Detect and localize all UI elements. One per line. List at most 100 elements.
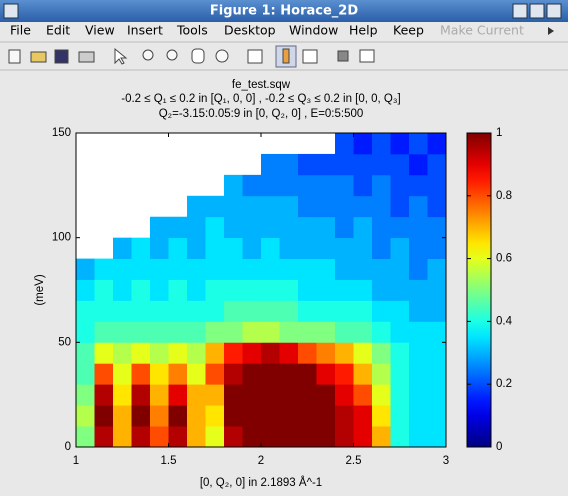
pan-icon[interactable] [191,48,205,64]
print-icon[interactable] [78,51,95,63]
heatmap-cell [353,237,373,259]
heatmap-cell [150,258,169,280]
heatmap-cell [353,321,373,343]
heatmap-cell [242,279,262,301]
heatmap-cell [372,133,391,155]
heatmap-cell [187,405,206,427]
heatmap-cell [94,321,114,343]
heatmap-cell [353,426,373,448]
heatmap-cell [316,321,336,343]
heatmap-cell [205,426,225,448]
heatmap-cell [353,195,373,218]
heatmap-cell [224,237,243,259]
zoom-in-icon[interactable] [142,49,154,61]
show-icon[interactable] [359,49,375,63]
colorbar-tick-label: 0.4 [496,315,513,327]
heatmap-cell [390,405,410,427]
heatmap-cell [150,342,169,364]
chart-title: Q₂=-3.15:0.05:9 in [0, Q₂, 0] , E=0:5:50… [159,108,364,120]
axes: fe_test.sqw -0.2 ≤ Q₁ ≤ 0.2 in [Q₁, 0, 0… [34,79,513,489]
maximize-button[interactable] [529,3,545,19]
arrow-icon[interactable] [114,47,128,65]
heatmap-cell [242,258,262,280]
menu-arrow[interactable] [548,27,554,35]
hide-icon[interactable] [337,50,349,62]
rotate-icon[interactable] [215,49,229,63]
heatmap-cell [261,342,280,364]
save-icon[interactable] [54,49,69,64]
heatmap-cell [372,342,391,364]
heatmap-cell [409,321,428,343]
menu-item[interactable]: Tools [176,23,208,38]
menu-item[interactable]: Window [289,23,338,38]
menu-item[interactable]: File [10,23,31,38]
heatmap-cell [113,258,132,280]
x-tick-label: 1.5 [161,455,177,467]
heatmap-cell [131,258,151,280]
new-icon[interactable] [8,49,21,64]
heatmap-cell [76,321,95,343]
legend-icon[interactable] [302,49,318,64]
open-icon[interactable] [30,51,47,63]
heatmap-cell [224,279,243,301]
close-button[interactable] [546,3,562,19]
heatmap-cell [372,216,391,239]
heatmap-cell [298,300,317,322]
menu-item[interactable]: View [85,23,115,38]
menu-item[interactable]: Help [349,23,378,38]
heatmap-cell [335,133,354,155]
heatmap-cell [187,426,206,448]
heatmap-cell [279,384,299,406]
heatmap-cell [390,237,410,259]
colorbar-tick-label: 1 [496,127,502,139]
heatmap-cell [335,342,354,364]
heatmap-cell [298,216,317,239]
minimize-button[interactable] [512,3,528,19]
heatmap-cell [113,237,132,259]
menu-item[interactable]: Insert [127,23,163,38]
heatmap-cell [131,237,151,259]
heatmap-cell [390,384,410,406]
colorbar-icon [282,48,290,64]
heatmap-cell [205,300,225,322]
heatmap-cell [279,342,299,364]
heatmap-cell [242,237,262,259]
heatmap-cell [168,321,188,343]
heatmap-cell [187,237,206,259]
heatmap-cell [224,300,243,322]
heatmap-cell [390,133,410,155]
zoom-out-icon[interactable] [166,49,178,61]
heatmap-cell [298,405,317,427]
window-icon[interactable] [3,3,19,19]
heatmap-cell [131,321,151,343]
heatmap-cell [335,174,354,197]
heatmap-cell [353,133,373,155]
heatmap-cell [168,426,188,448]
heatmap-cell [353,279,373,301]
heatmap-cell [298,342,317,364]
heatmap-cell [279,174,299,197]
heatmap-cell [372,279,391,301]
heatmap-cell [316,279,336,301]
heatmap-cell [298,384,317,406]
heatmap-cell [409,174,428,197]
heatmap-cell [94,384,114,406]
menu-item[interactable]: Edit [46,23,70,38]
heatmap-cell [76,384,95,406]
heatmap-cell [335,153,354,176]
heatmap-cell [187,321,206,343]
menu-item[interactable]: Keep [393,23,424,38]
menu-item[interactable]: Desktop [224,23,276,38]
heatmap-cell [261,195,280,218]
heatmap-cell [205,342,225,364]
heatmap-cell [279,300,299,322]
heatmap-cell [390,258,410,280]
heatmap-cell [113,384,132,406]
datacursor-icon[interactable] [247,49,263,64]
heatmap-cell [76,258,95,280]
colorbar-tick-label: 0.8 [496,190,512,202]
heatmap-cell [298,426,317,448]
heatmap-cell [261,258,280,280]
heatmap-cell [242,321,262,343]
